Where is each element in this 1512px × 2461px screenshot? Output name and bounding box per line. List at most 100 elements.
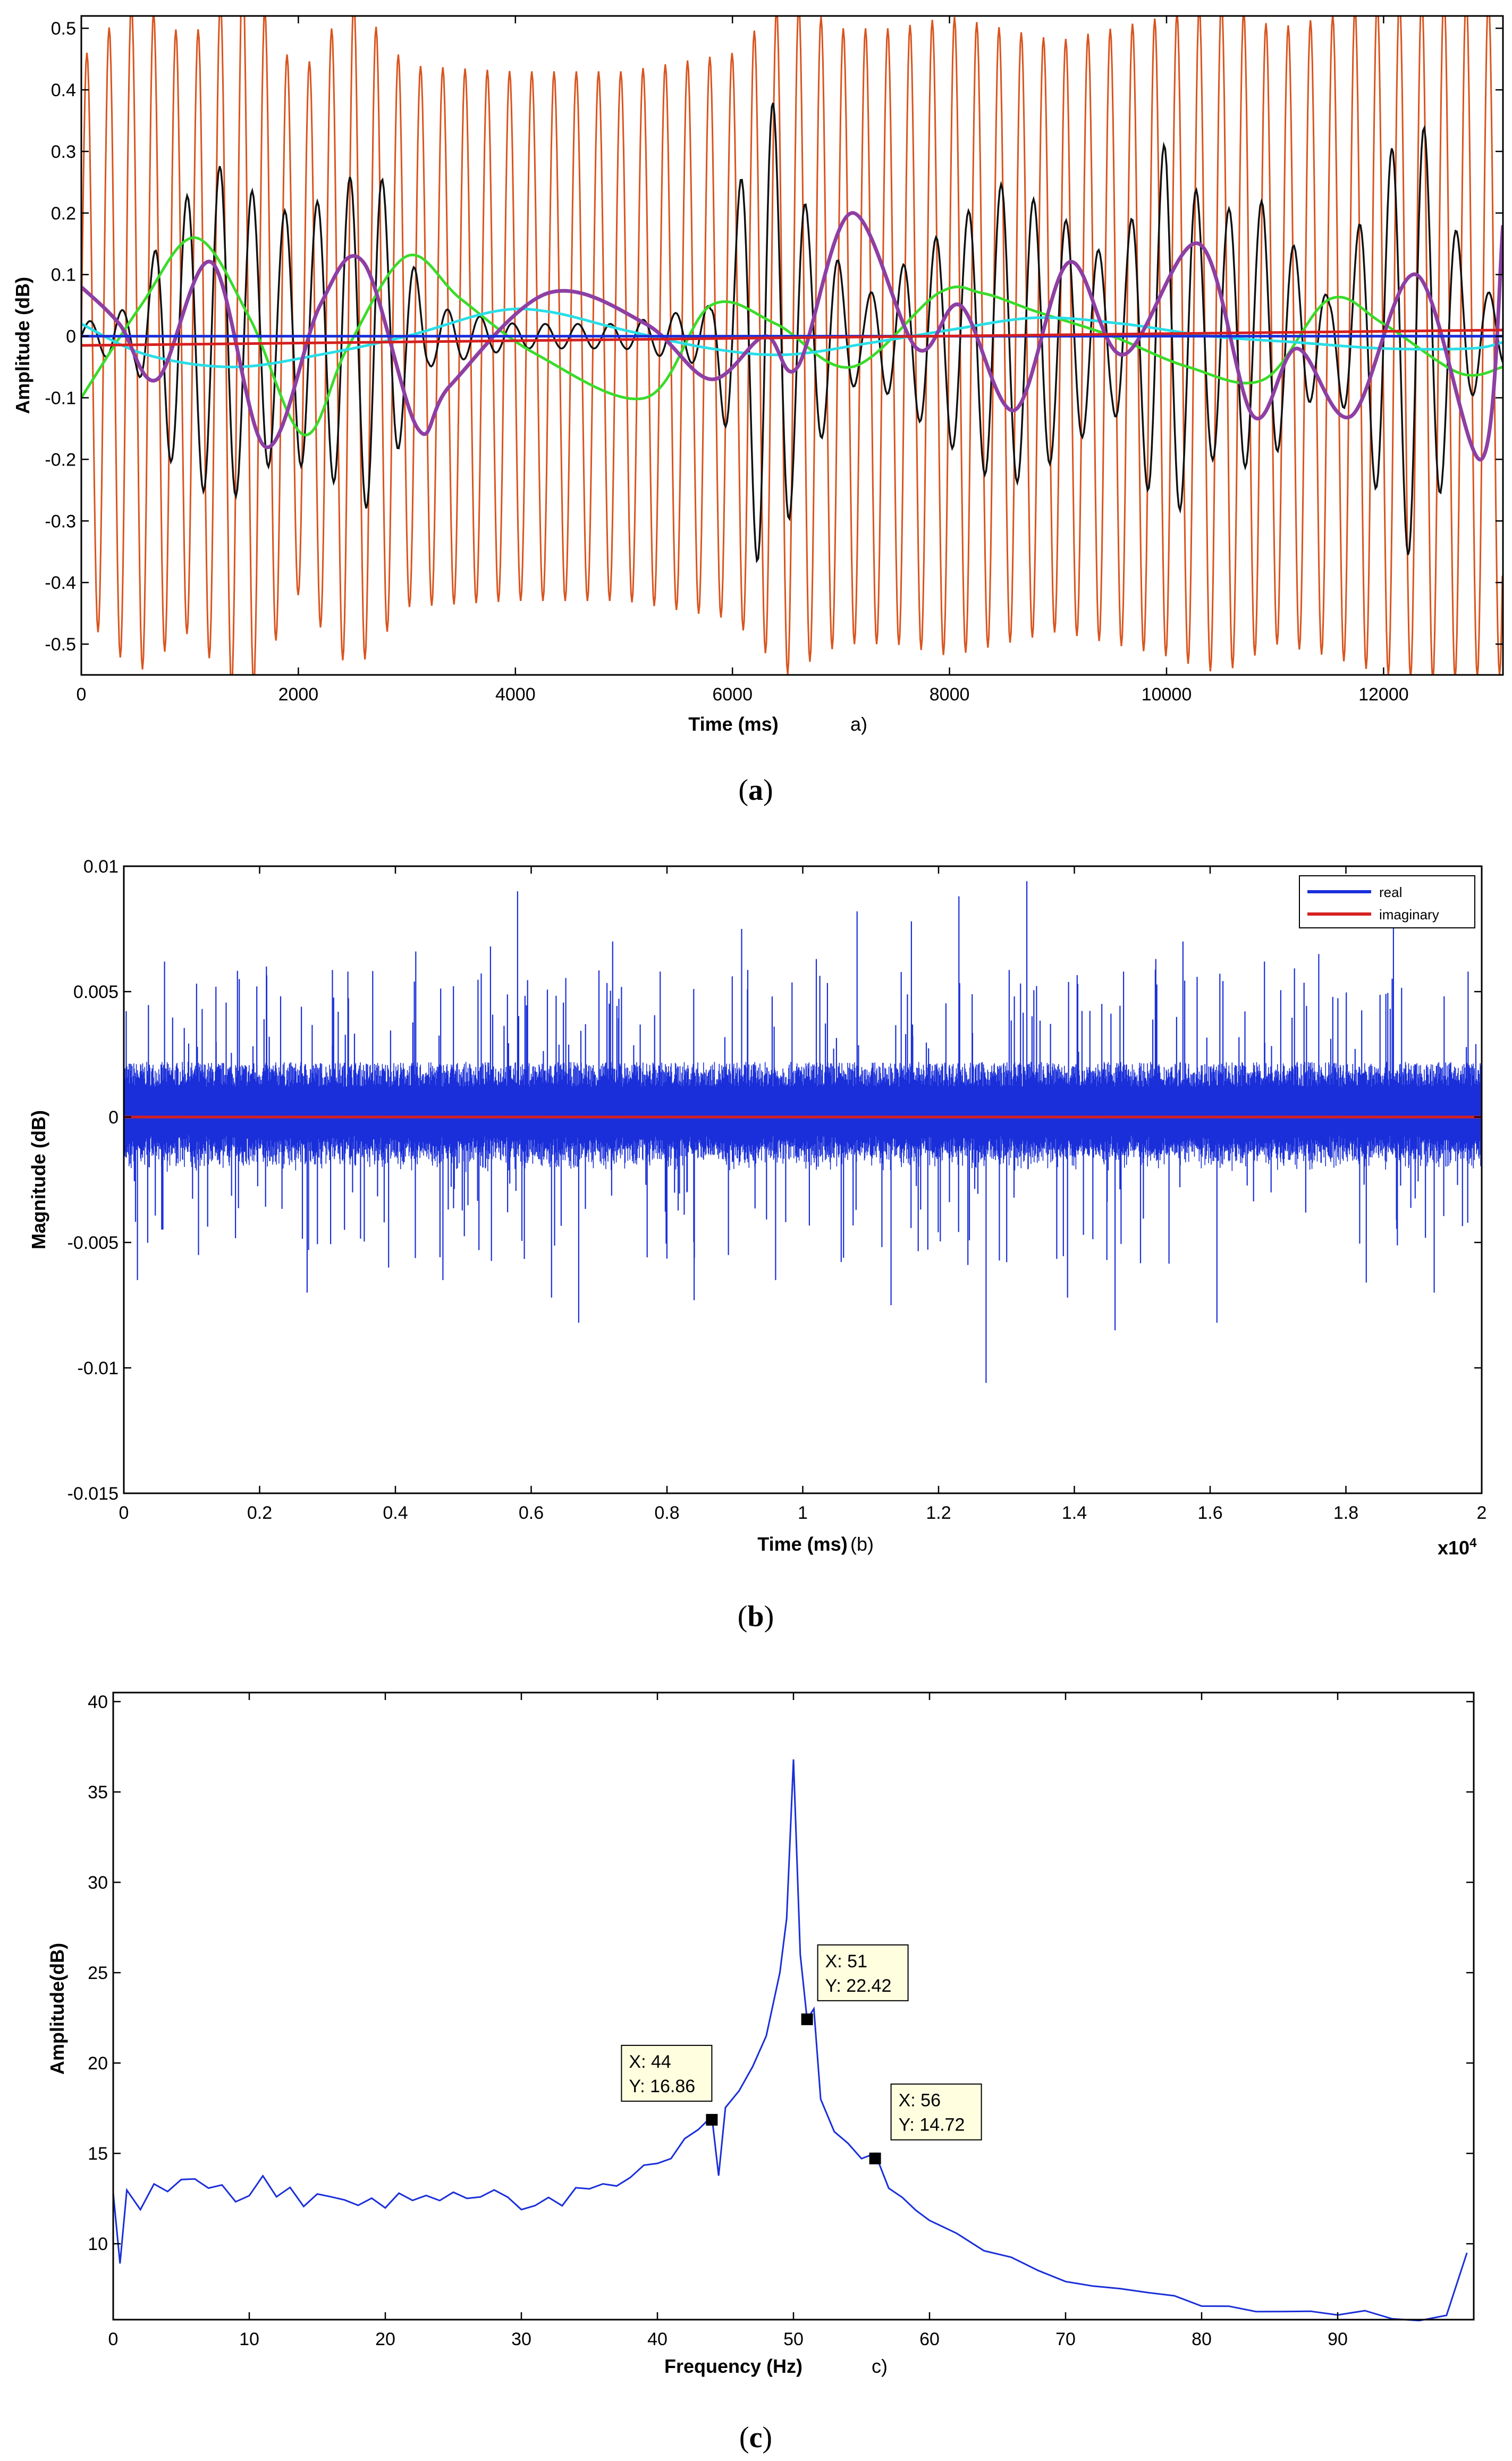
x-tick-label: 6000 bbox=[712, 684, 753, 705]
x-tick-label: 0.6 bbox=[519, 1503, 544, 1523]
panel-c-y-ticks: 10 15 20 25 30 35 40 bbox=[88, 1692, 1474, 2254]
panel-b-x-scale-exponent: 4 bbox=[1469, 1536, 1477, 1550]
x-tick-label: 12000 bbox=[1358, 684, 1409, 705]
panel-b-y-axis-title: Magnitude (dB) bbox=[28, 1110, 49, 1249]
panel-b-x-axis-title: Time (ms) bbox=[757, 1533, 847, 1555]
y-tick-label: 40 bbox=[88, 1692, 108, 1712]
x-tick-label: 20 bbox=[375, 2329, 395, 2349]
panel-b-series-group bbox=[124, 881, 1482, 1383]
y-tick-label: -0.005 bbox=[67, 1233, 119, 1253]
datatip-marker bbox=[706, 2113, 718, 2126]
y-tick-label: -0.2 bbox=[45, 450, 76, 470]
x-tick-label: 2000 bbox=[278, 684, 319, 705]
y-tick-label: 35 bbox=[88, 1782, 108, 1803]
panel-b-tag: (b) bbox=[850, 1533, 874, 1555]
x-tick-label: 1 bbox=[798, 1503, 808, 1523]
x-tick-label: 1.2 bbox=[926, 1503, 951, 1523]
y-tick-label: -0.3 bbox=[45, 511, 76, 531]
datatip-marker bbox=[801, 2013, 813, 2025]
y-tick-label: 0 bbox=[66, 327, 76, 347]
panel-b-caption: (b) bbox=[738, 1600, 774, 1633]
panel-a-series-line bbox=[81, 307, 1503, 369]
x-tick-label: 90 bbox=[1328, 2329, 1348, 2349]
panel-b-x-scale-base: x10 bbox=[1438, 1537, 1469, 1559]
panel-b-x-ticks: 0 0.2 0.4 0.6 0.8 1 1.2 1.4 1.6 1.8 2 bbox=[119, 866, 1487, 1523]
panel-c-caption-letter: c bbox=[749, 2421, 763, 2454]
panel-c-y-axis-title: Amplitude(dB) bbox=[46, 1943, 68, 2075]
datatip-marker bbox=[869, 2152, 881, 2164]
datatip-y-label: Y: 22.42 bbox=[825, 1976, 892, 1996]
panel-c-x-ticks: 0 10 20 30 40 50 60 70 80 90 bbox=[108, 1693, 1348, 2349]
y-tick-label: 10 bbox=[88, 2234, 108, 2254]
legend-label-real: real bbox=[1379, 884, 1402, 900]
y-tick-label: 0.5 bbox=[51, 19, 76, 39]
x-tick-label: 8000 bbox=[930, 684, 970, 705]
y-tick-label: 0 bbox=[108, 1107, 119, 1128]
panel-b-y-ticks: -0.015 -0.01 -0.005 0 0.005 0.01 bbox=[67, 857, 1482, 1504]
panel-c-caption: (c) bbox=[739, 2421, 772, 2454]
x-tick-label: 1.4 bbox=[1062, 1503, 1087, 1523]
datatip-y-label: Y: 16.86 bbox=[629, 2076, 695, 2096]
x-tick-label: 0.2 bbox=[247, 1503, 272, 1523]
panel-c-tag: c) bbox=[872, 2355, 888, 2377]
panel-b-plot-area bbox=[124, 866, 1482, 1493]
x-tick-label: 70 bbox=[1055, 2329, 1076, 2349]
y-tick-label: 30 bbox=[88, 1873, 108, 1893]
panel-a-tag: a) bbox=[850, 713, 867, 735]
panel-c-series-group bbox=[112, 1759, 1468, 2322]
panel-a-series-group bbox=[81, 16, 1503, 675]
x-tick-label: 1.6 bbox=[1197, 1503, 1222, 1523]
y-tick-label: 0.4 bbox=[51, 80, 76, 100]
panel-b-real-spikes bbox=[125, 881, 1482, 1383]
x-tick-label: 0 bbox=[77, 684, 87, 705]
y-tick-label: -0.4 bbox=[45, 573, 76, 593]
y-tick-label: -0.01 bbox=[78, 1358, 119, 1379]
panel-a-series-line bbox=[81, 211, 1503, 461]
panel-b-legend-box bbox=[1299, 875, 1475, 928]
panel-a-caption-letter: a bbox=[748, 774, 763, 807]
panel-a-series-line bbox=[81, 103, 1503, 564]
panel-c-plot-area bbox=[113, 1693, 1474, 2320]
x-tick-label: 80 bbox=[1192, 2329, 1212, 2349]
x-tick-label: 60 bbox=[919, 2329, 940, 2349]
panel-c-spectrum-line bbox=[112, 1759, 1468, 2322]
panel-a-axes-box bbox=[80, 15, 1504, 676]
panel-a-series-line bbox=[81, 16, 1503, 675]
x-tick-label: 30 bbox=[511, 2329, 531, 2349]
panel-a-series-line bbox=[81, 328, 1503, 347]
x-tick-label: 1.8 bbox=[1333, 1503, 1358, 1523]
y-tick-label: 0.2 bbox=[51, 204, 76, 224]
panel-a-x-ticks: 0 2000 4000 6000 8000 10000 12000 bbox=[77, 16, 1409, 705]
x-tick-label: 0.8 bbox=[654, 1503, 679, 1523]
y-tick-label: 0.005 bbox=[73, 982, 119, 1002]
x-tick-label: 0 bbox=[119, 1503, 129, 1523]
panel-a-y-ticks: -0.5 -0.4 -0.3 -0.2 -0.1 0 0.1 0.2 0.3 0.4 0.5 bbox=[45, 19, 1503, 655]
datatip-x-label: X: 56 bbox=[899, 2091, 941, 2111]
datatip-y-label: Y: 14.72 bbox=[899, 2115, 965, 2135]
y-tick-label: -0.5 bbox=[45, 635, 76, 655]
x-tick-label: 0 bbox=[108, 2329, 119, 2349]
panel-a-series-line bbox=[81, 236, 1503, 436]
panel-b-x-scale-factor: x104 bbox=[1438, 1536, 1477, 1559]
panel-a-y-axis-title: Amplitude (dB) bbox=[12, 277, 33, 414]
x-tick-label: 2 bbox=[1477, 1503, 1487, 1523]
legend-label-imaginary: imaginary bbox=[1379, 907, 1439, 923]
y-tick-label: 15 bbox=[88, 2144, 108, 2164]
panel-a-plot-area bbox=[81, 16, 1503, 675]
panel-a-chart: 0 2000 4000 6000 8000 10000 12000 -0.5 -0.4 -0.3… bbox=[12, 15, 1504, 807]
x-tick-label: 10 bbox=[239, 2329, 259, 2349]
datatip-box bbox=[817, 1944, 909, 2001]
x-tick-label: 40 bbox=[647, 2329, 668, 2349]
panel-b-chart: 0 0.2 0.4 0.6 0.8 1 1.2 1.4 1.6 1.8 2 -0.015-0.01-… bbox=[28, 857, 1486, 1633]
panel-c-x-axis-title: Frequency (Hz) bbox=[664, 2355, 803, 2377]
panel-a-caption: (a) bbox=[738, 774, 773, 807]
x-tick-label: 4000 bbox=[495, 684, 536, 705]
x-tick-label: 50 bbox=[783, 2329, 804, 2349]
datatip-box bbox=[890, 2083, 982, 2141]
panel-c-datatips: X: 44 Y: 16.86 X: 51 Y: 22.42 X: 56 Y: 14.72 bbox=[621, 1944, 982, 2164]
datatip-box bbox=[621, 2044, 713, 2102]
y-tick-label: 20 bbox=[88, 2053, 108, 2074]
y-tick-label: 0.01 bbox=[83, 857, 119, 877]
datatip-x-label: X: 44 bbox=[629, 2052, 671, 2072]
